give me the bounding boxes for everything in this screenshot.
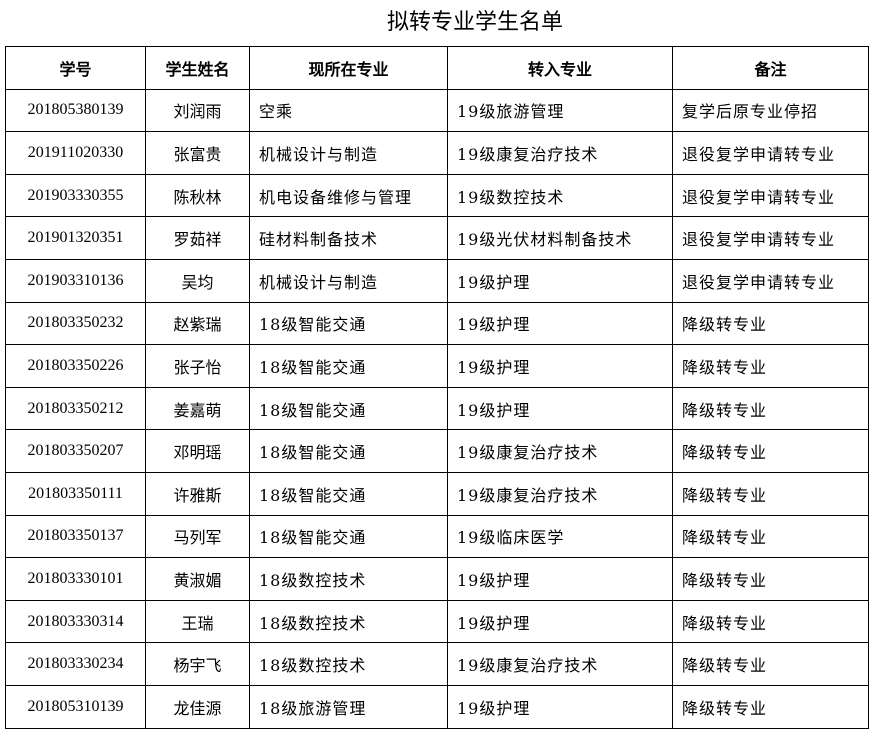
student-id-cell: 201903310136	[5, 258, 146, 303]
current-major-cell: 硅材料制备技术	[249, 216, 448, 260]
student-transfer-table: 学号 学生姓名 现所在专业 转入专业 备注 201805380139 刘润雨 空乘 1…	[5, 46, 869, 729]
table-row: 201803350137 马列军 18级智能交通 19级临床医学 降级转专业	[5, 514, 869, 559]
header-target-major: 转入专业	[447, 46, 673, 90]
table-row: 201803330234 杨宇飞 18级数控技术 19级康复治疗技术 降级转专业	[5, 642, 869, 686]
remarks-cell: 降级转专业	[672, 557, 869, 601]
target-major-cell: 19级旅游管理	[447, 88, 673, 133]
target-major-cell: 19级光伏材料制备技术	[447, 216, 673, 260]
remarks-cell: 降级转专业	[672, 344, 869, 388]
current-major-cell: 机械设计与制造	[249, 258, 448, 303]
student-name-cell: 赵紫瑞	[145, 301, 250, 346]
student-name-cell: 许雅斯	[145, 471, 250, 516]
remarks-cell: 降级转专业	[672, 514, 869, 559]
current-major-cell: 18级数控技术	[249, 599, 448, 644]
table-row: 201803350207 邓明瑶 18级智能交通 19级康复治疗技术 降级转专业	[5, 429, 869, 473]
student-name-cell: 杨宇飞	[145, 642, 250, 686]
student-name-cell: 黄淑媚	[145, 557, 250, 601]
remarks-cell: 降级转专业	[672, 429, 869, 473]
table-row: 201901320351 罗茹祥 硅材料制备技术 19级光伏材料制备技术 退役复学申请转…	[5, 216, 869, 260]
student-name-cell: 王瑞	[145, 599, 250, 644]
target-major-cell: 19级康复治疗技术	[447, 471, 673, 516]
student-name-cell: 邓明瑶	[145, 429, 250, 473]
student-name-cell: 姜嘉萌	[145, 386, 250, 431]
current-major-cell: 18级智能交通	[249, 301, 448, 346]
remarks-cell: 降级转专业	[672, 386, 869, 431]
current-major-cell: 18级智能交通	[249, 344, 448, 388]
current-major-cell: 18级智能交通	[249, 471, 448, 516]
remarks-cell: 降级转专业	[672, 684, 869, 729]
table-row: 201805380139 刘润雨 空乘 19级旅游管理 复学后原专业停招	[5, 88, 869, 133]
current-major-cell: 18级智能交通	[249, 514, 448, 559]
current-major-cell: 18级智能交通	[249, 386, 448, 431]
target-major-cell: 19级护理	[447, 599, 673, 644]
remarks-cell: 复学后原专业停招	[672, 88, 869, 133]
target-major-cell: 19级数控技术	[447, 173, 673, 218]
student-name-cell: 陈秋林	[145, 173, 250, 218]
current-major-cell: 机械设计与制造	[249, 131, 448, 175]
table-row: 201803350111 许雅斯 18级智能交通 19级康复治疗技术 降级转专业	[5, 471, 869, 516]
header-student-id: 学号	[5, 46, 146, 90]
current-major-cell: 18级数控技术	[249, 557, 448, 601]
student-id-cell: 201803350111	[5, 471, 146, 516]
current-major-cell: 18级旅游管理	[249, 684, 448, 729]
target-major-cell: 19级护理	[447, 557, 673, 601]
student-name-cell: 龙佳源	[145, 684, 250, 729]
student-id-cell: 201803330234	[5, 642, 146, 686]
remarks-cell: 降级转专业	[672, 642, 869, 686]
header-current-major: 现所在专业	[249, 46, 448, 90]
target-major-cell: 19级护理	[447, 301, 673, 346]
student-id-cell: 201805310139	[5, 684, 146, 729]
student-id-cell: 201803350226	[5, 344, 146, 388]
target-major-cell: 19级康复治疗技术	[447, 642, 673, 686]
remarks-cell: 退役复学申请转专业	[672, 258, 869, 303]
table-row: 201803330314 王瑞 18级数控技术 19级护理 降级转专业	[5, 599, 869, 644]
student-name-cell: 吴均	[145, 258, 250, 303]
current-major-cell: 空乘	[249, 88, 448, 133]
target-major-cell: 19级护理	[447, 684, 673, 729]
student-id-cell: 201803350137	[5, 514, 146, 559]
header-remarks: 备注	[672, 46, 869, 90]
target-major-cell: 19级护理	[447, 258, 673, 303]
target-major-cell: 19级护理	[447, 386, 673, 431]
student-name-cell: 张子怡	[145, 344, 250, 388]
document-title: 拟转专业学生名单	[386, 10, 563, 35]
remarks-cell: 退役复学申请转专业	[672, 173, 869, 218]
target-major-cell: 19级护理	[447, 344, 673, 388]
table-row: 201803330101 黄淑媚 18级数控技术 19级护理 降级转专业	[5, 557, 869, 601]
student-id-cell: 201803350207	[5, 429, 146, 473]
remarks-cell: 退役复学申请转专业	[672, 131, 869, 175]
student-id-cell: 201803330101	[5, 557, 146, 601]
student-id-cell: 201903330355	[5, 173, 146, 218]
student-id-cell: 201803350232	[5, 301, 146, 346]
student-id-cell: 201805380139	[5, 88, 146, 133]
remarks-cell: 降级转专业	[672, 471, 869, 516]
remarks-cell: 降级转专业	[672, 301, 869, 346]
table-row: 201803350212 姜嘉萌 18级智能交通 19级护理 降级转专业	[5, 386, 869, 431]
student-name-cell: 张富贵	[145, 131, 250, 175]
student-name-cell: 罗茹祥	[145, 216, 250, 260]
student-id-cell: 201803350212	[5, 386, 146, 431]
student-id-cell: 201803330314	[5, 599, 146, 644]
current-major-cell: 18级数控技术	[249, 642, 448, 686]
table-row: 201803350232 赵紫瑞 18级智能交通 19级护理 降级转专业	[5, 301, 869, 346]
table-row: 201911020330 张富贵 机械设计与制造 19级康复治疗技术 退役复学申请转专业	[5, 131, 869, 175]
table-row: 201805310139 龙佳源 18级旅游管理 19级护理 降级转专业	[5, 684, 869, 729]
target-major-cell: 19级临床医学	[447, 514, 673, 559]
table-row: 201903310136 吴均 机械设计与制造 19级护理 退役复学申请转专业	[5, 258, 869, 303]
target-major-cell: 19级康复治疗技术	[447, 429, 673, 473]
remarks-cell: 降级转专业	[672, 599, 869, 644]
student-id-cell: 201901320351	[5, 216, 146, 260]
remarks-cell: 退役复学申请转专业	[672, 216, 869, 260]
header-student-name: 学生姓名	[145, 46, 250, 90]
current-major-cell: 18级智能交通	[249, 429, 448, 473]
header-row: 学号 学生姓名 现所在专业 转入专业 备注	[5, 46, 869, 90]
target-major-cell: 19级康复治疗技术	[447, 131, 673, 175]
student-name-cell: 刘润雨	[145, 88, 250, 133]
student-id-cell: 201911020330	[5, 131, 146, 175]
table-row: 201803350226 张子怡 18级智能交通 19级护理 降级转专业	[5, 344, 869, 388]
student-name-cell: 马列军	[145, 514, 250, 559]
table-row: 201903330355 陈秋林 机电设备维修与管理 19级数控技术 退役复学申请转专业	[5, 173, 869, 218]
current-major-cell: 机电设备维修与管理	[249, 173, 448, 218]
